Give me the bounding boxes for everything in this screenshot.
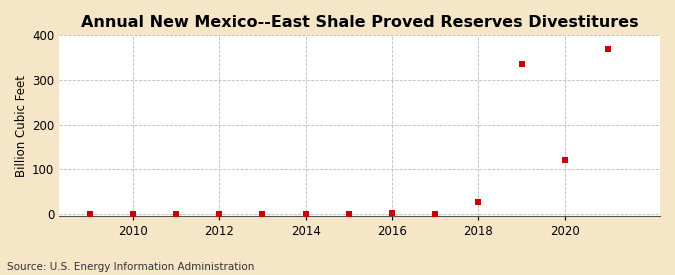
Point	[430, 211, 441, 216]
Point	[560, 158, 570, 163]
Point	[516, 62, 527, 67]
Point	[387, 211, 398, 215]
Text: Source: U.S. Energy Information Administration: Source: U.S. Energy Information Administ…	[7, 262, 254, 272]
Point	[473, 199, 484, 204]
Y-axis label: Billion Cubic Feet: Billion Cubic Feet	[15, 75, 28, 177]
Point	[603, 46, 614, 51]
Point	[128, 211, 138, 216]
Point	[171, 211, 182, 216]
Title: Annual New Mexico--East Shale Proved Reserves Divestitures: Annual New Mexico--East Shale Proved Res…	[81, 15, 639, 30]
Point	[214, 211, 225, 216]
Point	[300, 211, 311, 216]
Point	[344, 211, 354, 216]
Point	[257, 211, 268, 216]
Point	[84, 211, 95, 216]
